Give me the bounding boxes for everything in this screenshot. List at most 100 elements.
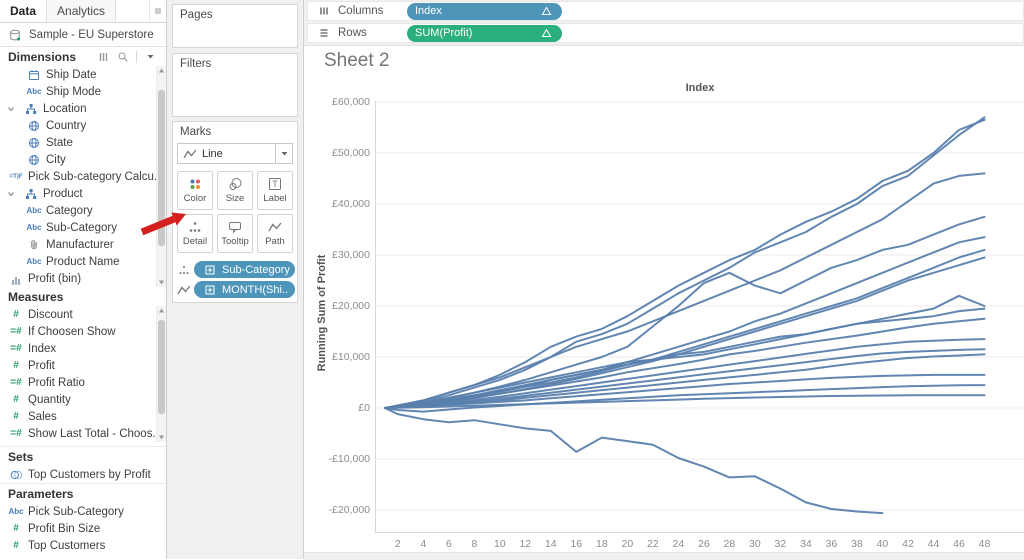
field-label: Top Customers by Profit	[28, 468, 151, 481]
dimensions-list: Ship Date Abc Ship Mode Location Country Stat…	[0, 66, 166, 287]
chart-line-series-02[interactable]	[384, 116, 986, 409]
mark-type-dropdown[interactable]: Line	[177, 143, 293, 164]
tab-data[interactable]: Data	[0, 0, 48, 22]
field-label: Sales	[28, 410, 57, 423]
field-label: Country	[46, 119, 87, 132]
button-label: Detail	[182, 235, 208, 247]
scrollbar-thumb[interactable]	[158, 320, 165, 414]
rows-shelf[interactable]: Rows SUM(Profit)	[307, 23, 1024, 43]
y-tick-label: £0	[358, 401, 370, 414]
field-index[interactable]: =# Index	[0, 340, 166, 357]
columns-shelf[interactable]: Columns Index	[307, 1, 1024, 21]
pill-label: Sub-Category	[222, 263, 290, 276]
scroll-up-icon[interactable]	[157, 306, 166, 315]
dimensions-scrollbar[interactable]	[156, 66, 166, 287]
field-if-choosen-show[interactable]: =# If Choosen Show	[0, 323, 166, 340]
field-discount[interactable]: # Discount	[0, 306, 166, 323]
chart-line-series-15[interactable]	[384, 384, 986, 413]
size-button[interactable]: Size	[217, 171, 253, 210]
x-tick-label: 20	[621, 538, 634, 550]
label-icon: T	[267, 178, 283, 191]
field-profit-ratio[interactable]: =# Profit Ratio	[0, 374, 166, 391]
filters-shelf[interactable]: Filters	[172, 53, 298, 117]
y-tick-label: £20,000	[332, 299, 370, 312]
dimensions-menu-caret-icon[interactable]	[142, 50, 158, 63]
chart-line-series-04[interactable]	[384, 215, 986, 409]
button-label: Color	[183, 192, 207, 204]
pane-menu-icon[interactable]	[149, 0, 166, 22]
filters-label: Filters	[180, 58, 212, 70]
marks-pill-sub-category[interactable]: Sub-Category	[194, 261, 295, 278]
x-tick-label: 24	[672, 538, 685, 550]
field-pick-sub-category[interactable]: Abc Pick Sub-Category	[0, 503, 166, 520]
pages-shelf[interactable]: Pages	[172, 4, 298, 48]
field-show-last-total-choos[interactable]: =# Show Last Total - Choos...	[0, 425, 166, 442]
rows-pill-sum-profit[interactable]: SUM(Profit)	[407, 24, 562, 42]
chart-line-series-17[interactable]	[384, 407, 884, 515]
field-country[interactable]: Country	[0, 117, 166, 134]
scroll-up-icon[interactable]	[157, 66, 166, 75]
chart-line-series-03[interactable]	[384, 172, 986, 409]
field-profit-bin[interactable]: Profit (bin)	[0, 270, 166, 287]
hash-icon: #	[13, 411, 19, 422]
set-icon	[8, 468, 24, 481]
field-quantity[interactable]: # Quantity	[0, 391, 166, 408]
annotation-arrow-icon	[140, 212, 186, 236]
scroll-down-icon[interactable]	[157, 278, 166, 287]
color-button[interactable]: Color	[177, 171, 213, 210]
measures-scrollbar[interactable]	[156, 306, 166, 442]
x-tick-label: 12	[519, 538, 532, 550]
find-field-icon[interactable]	[115, 50, 131, 63]
field-label: Profit	[28, 359, 55, 372]
x-tick-label: 28	[723, 538, 736, 550]
view-as-table-icon[interactable]	[96, 50, 112, 63]
dropdown-caret-icon[interactable]	[275, 144, 292, 163]
chart-line-series-10[interactable]	[384, 317, 986, 409]
chart-line-series-09[interactable]	[384, 307, 986, 409]
field-top-customers-by-profit[interactable]: Top Customers by Profit	[0, 466, 166, 483]
label-button[interactable]: T Label	[257, 171, 293, 210]
field-manufacturer[interactable]: Manufacturer	[0, 236, 166, 253]
marks-pill-month-shi[interactable]: MONTH(Shi..	[194, 281, 295, 298]
field-profit[interactable]: # Profit	[0, 357, 166, 374]
field-top-customers[interactable]: # Top Customers	[0, 537, 166, 554]
field-city[interactable]: City	[0, 151, 166, 168]
table-calc-delta-icon	[538, 5, 554, 18]
x-tick-label: 10	[493, 538, 506, 550]
field-sub-category[interactable]: Abc Sub-Category	[0, 219, 166, 236]
color-icon	[187, 178, 203, 191]
line-chart-plot[interactable]	[375, 95, 1024, 536]
field-pick-sub-category-calcu[interactable]: =T|F Pick Sub-category Calcu...	[0, 168, 166, 185]
y-tick-label: £60,000	[332, 95, 370, 108]
scrollbar-thumb[interactable]	[158, 90, 165, 246]
pane-tabbar: Data Analytics	[0, 0, 166, 23]
path-button[interactable]: Path	[257, 214, 293, 253]
field-sales[interactable]: # Sales	[0, 408, 166, 425]
field-product[interactable]: Product	[0, 185, 166, 202]
columns-pill-index[interactable]: Index	[407, 2, 562, 20]
tooltip-button[interactable]: Tooltip	[217, 214, 253, 253]
svg-text:T: T	[272, 179, 278, 189]
scroll-down-icon[interactable]	[157, 433, 166, 442]
field-profit-bin-size[interactable]: # Profit Bin Size	[0, 520, 166, 537]
field-product-name[interactable]: Abc Product Name	[0, 253, 166, 270]
measures-header: Measures	[0, 287, 166, 306]
chart-line-series-08[interactable]	[384, 294, 986, 409]
chart-line-series-14[interactable]	[384, 373, 986, 409]
field-label: Product Name	[46, 255, 120, 268]
field-ship-mode[interactable]: Abc Ship Mode	[0, 83, 166, 100]
field-category[interactable]: Abc Category	[0, 202, 166, 219]
y-tick-label: £30,000	[332, 248, 370, 261]
chart-line-series-16[interactable]	[384, 394, 986, 409]
field-state[interactable]: State	[0, 134, 166, 151]
tab-analytics[interactable]: Analytics	[47, 0, 117, 22]
field-ship-date[interactable]: Ship Date	[0, 66, 166, 83]
detail-button[interactable]: Detail	[177, 214, 213, 253]
x-tick-label: 16	[570, 538, 583, 550]
field-label: Profit Ratio	[28, 376, 85, 389]
field-location[interactable]: Location	[0, 100, 166, 117]
expand-caret-icon	[3, 187, 19, 200]
datasource-row[interactable]: Sample - EU Superstore	[0, 23, 166, 47]
chart-line-series-01[interactable]	[384, 118, 986, 409]
chart-line-series-11[interactable]	[384, 338, 986, 409]
